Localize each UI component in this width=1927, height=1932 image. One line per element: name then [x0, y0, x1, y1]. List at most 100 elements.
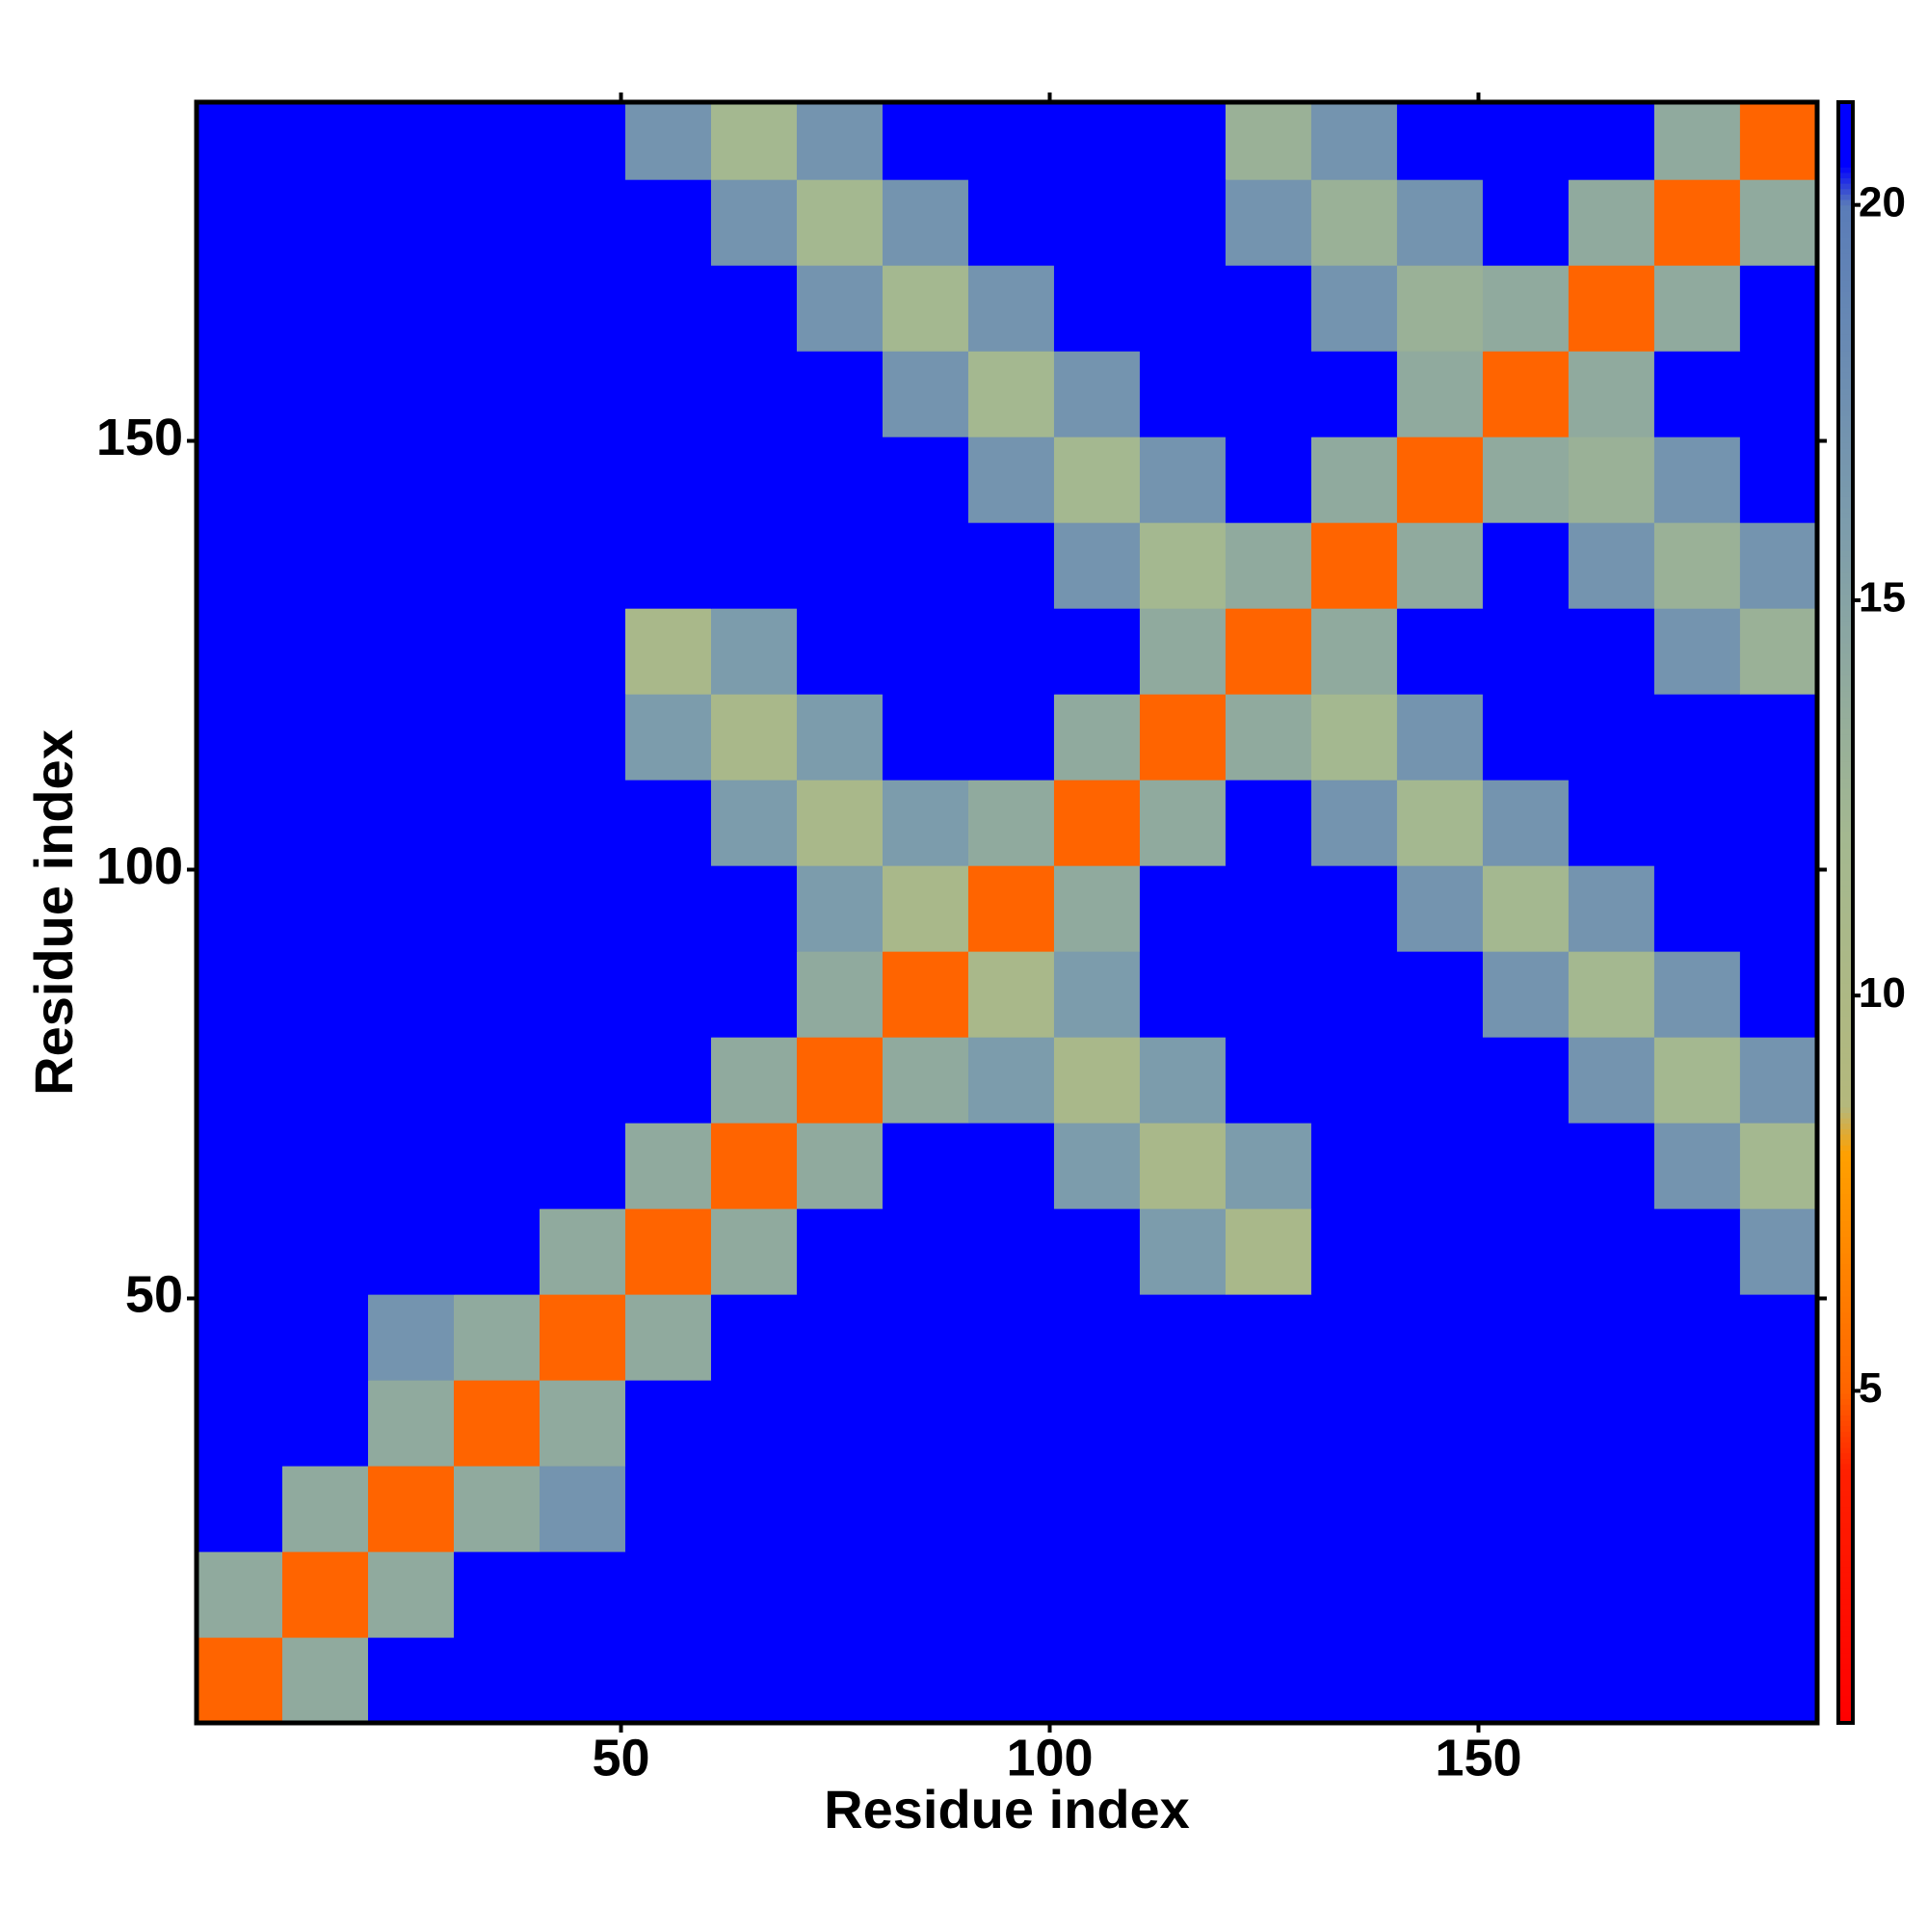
heatmap-cell	[1653, 1123, 1741, 1209]
heatmap-cell	[967, 780, 1055, 866]
heatmap-cell	[1310, 865, 1398, 952]
heatmap-cell	[1225, 1208, 1312, 1295]
heatmap-cell	[539, 522, 626, 609]
heatmap-cell	[367, 1208, 455, 1295]
heatmap-cell	[1739, 1380, 1818, 1467]
heatmap-cell	[1139, 351, 1227, 437]
colorbar-slice	[1838, 1690, 1853, 1697]
heatmap-cell	[1653, 780, 1741, 866]
colorbar-slice	[1838, 1668, 1853, 1676]
heatmap-cell	[453, 1551, 541, 1638]
colorbar-slice	[1838, 577, 1853, 584]
heatmap-cell	[624, 1037, 712, 1124]
colorbar-slice	[1838, 1549, 1853, 1556]
heatmap-cell	[1568, 179, 1655, 266]
colorbar-slice	[1838, 1593, 1853, 1600]
heatmap-cell	[367, 437, 455, 523]
heatmap-cell	[367, 1637, 455, 1724]
heatmap-cell	[1053, 865, 1141, 952]
colorbar-slice	[1838, 1177, 1853, 1183]
heatmap-cell	[710, 951, 798, 1038]
heatmap-cell	[1653, 351, 1741, 437]
colorbar-slice	[1838, 1479, 1853, 1486]
colorbar-slice	[1838, 399, 1853, 406]
colorbar-slice	[1838, 728, 1853, 735]
colorbar-slice	[1838, 1155, 1853, 1162]
heatmap-cell	[1225, 1637, 1312, 1724]
colorbar-slice	[1838, 809, 1853, 816]
colorbar-slice	[1838, 594, 1853, 600]
heatmap-cell	[453, 865, 541, 952]
colorbar-slice	[1838, 923, 1853, 930]
colorbar-slice	[1838, 388, 1853, 395]
colorbar-slice	[1838, 1307, 1853, 1313]
heatmap-cell	[197, 102, 283, 180]
heatmap-cell	[1568, 1037, 1655, 1124]
colorbar-slice	[1838, 1657, 1853, 1664]
heatmap-cell	[1225, 694, 1312, 781]
heatmap-cell	[624, 1123, 712, 1209]
heatmap-cell	[281, 102, 369, 180]
colorbar-slice	[1838, 1501, 1853, 1508]
heatmap-cell	[967, 102, 1055, 180]
heatmap-cell	[539, 1208, 626, 1295]
heatmap-cell	[1482, 351, 1570, 437]
colorbar-slice	[1838, 113, 1853, 119]
heatmap-cell	[1396, 1637, 1484, 1724]
heatmap-cell	[1310, 102, 1398, 180]
heatmap-cell	[539, 1037, 626, 1124]
heatmap-cell	[882, 1637, 969, 1724]
colorbar-slice	[1838, 1674, 1853, 1681]
heatmap-cell	[1653, 1208, 1741, 1295]
heatmap-cell	[1139, 1551, 1227, 1638]
colorbar-slice	[1838, 437, 1853, 443]
colorbar-slice	[1838, 869, 1853, 876]
heatmap-cell	[1225, 780, 1312, 866]
heatmap-cell	[1482, 951, 1570, 1038]
colorbar-slice	[1838, 1150, 1853, 1156]
heatmap-cell	[1139, 522, 1227, 609]
colorbar-slice	[1838, 1409, 1853, 1416]
heatmap-cell	[1310, 265, 1398, 352]
heatmap-cell	[1739, 694, 1818, 781]
colorbar-slice	[1838, 561, 1853, 568]
colorbar-slice	[1838, 480, 1853, 487]
heatmap-cell	[796, 1037, 884, 1124]
colorbar-slice	[1838, 156, 1853, 163]
colorbar-slice	[1838, 1555, 1853, 1562]
colorbar-slice	[1838, 140, 1853, 146]
heatmap-cell	[1568, 102, 1655, 180]
heatmap-cell	[197, 1637, 283, 1724]
heatmap-cell	[1053, 1208, 1141, 1295]
colorbar-slice	[1838, 323, 1853, 331]
colorbar-slice	[1838, 739, 1853, 746]
heatmap-cell	[796, 1637, 884, 1724]
heatmap-cell	[1739, 1294, 1818, 1381]
colorbar-slice	[1838, 1069, 1853, 1075]
colorbar-slice	[1838, 940, 1853, 946]
colorbar-slice	[1838, 225, 1853, 233]
colorbar-slice	[1838, 1172, 1853, 1178]
heatmap-cell	[967, 1380, 1055, 1467]
colorbar-slice	[1838, 971, 1853, 978]
heatmap-cell	[453, 1208, 541, 1295]
colorbar-slice	[1838, 177, 1853, 184]
colorbar-slice	[1838, 571, 1853, 578]
colorbar-slice	[1838, 896, 1853, 903]
colorbar-slice	[1838, 1058, 1853, 1065]
heatmap-cell	[1225, 1037, 1312, 1124]
colorbar-slice	[1838, 172, 1853, 179]
heatmap-cell	[197, 1037, 283, 1124]
heatmap-cell	[1568, 694, 1655, 781]
colorbar-slice	[1838, 1263, 1853, 1270]
colorbar-slice	[1838, 944, 1853, 951]
heatmap-cell	[281, 437, 369, 523]
heatmap-cell	[796, 1380, 884, 1467]
colorbar-slice	[1838, 507, 1853, 514]
heatmap-cell	[1482, 522, 1570, 609]
heatmap-cell	[710, 1551, 798, 1638]
colorbar-slice	[1838, 350, 1853, 357]
heatmap-cell	[882, 1380, 969, 1467]
colorbar-slice	[1838, 415, 1853, 422]
colorbar-slice	[1838, 345, 1853, 352]
